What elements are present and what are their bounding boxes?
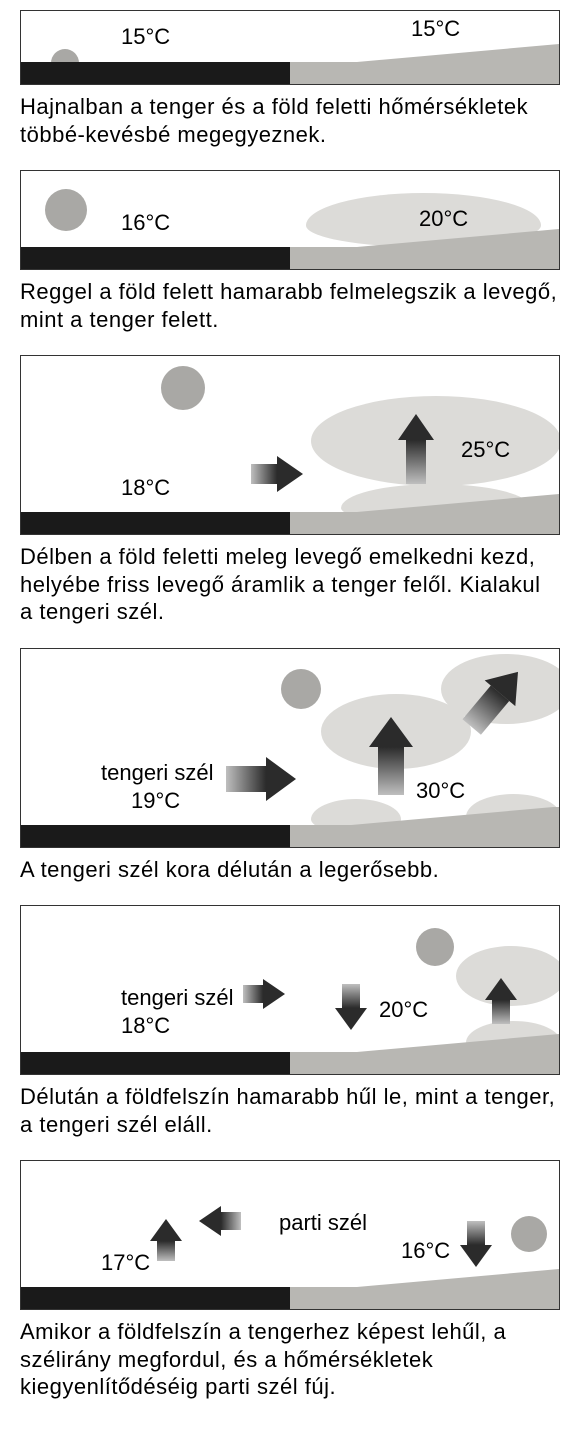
temp-sea: 18°C — [121, 474, 170, 502]
panel-noon: 18°C 25°C Délben a föld feletti meleg le… — [20, 355, 559, 626]
sea — [21, 1052, 290, 1074]
land — [290, 1052, 559, 1074]
temp-land: 16°C — [401, 1237, 450, 1265]
scene: tengeri szél 18°C 20°C — [20, 905, 560, 1075]
sun-icon — [161, 366, 205, 410]
sun-icon — [281, 669, 321, 709]
caption: A tengeri szél kora délután a legerősebb… — [20, 856, 559, 884]
scene: parti szél 17°C 16°C — [20, 1160, 560, 1310]
land — [290, 825, 559, 847]
sea — [21, 1287, 290, 1309]
sun-icon — [45, 189, 87, 231]
panel-dawn: 15°C 15°C Hajnalban a tenger és a föld f… — [20, 10, 559, 148]
temp-land: 20°C — [419, 205, 468, 233]
sun-icon — [416, 928, 454, 966]
scene: tengeri szél 19°C 30°C — [20, 648, 560, 848]
scene: 15°C 15°C — [20, 10, 560, 85]
land — [290, 512, 559, 534]
wind-label: parti szél — [279, 1209, 367, 1237]
sun-icon — [511, 1216, 547, 1252]
panel-late-afternoon: tengeri szél 18°C 20°C Délután a földfel… — [20, 905, 559, 1138]
panel-morning: 16°C 20°C Reggel a föld felett hamarabb … — [20, 170, 559, 333]
caption: Hajnalban a tenger és a föld feletti hőm… — [20, 93, 559, 148]
temp-sea: 16°C — [121, 209, 170, 237]
caption: Délután a földfelszín hamarabb hűl le, m… — [20, 1083, 559, 1138]
temp-sea: 19°C — [131, 787, 180, 815]
caption: Délben a föld feletti meleg levegő emelk… — [20, 543, 559, 626]
temp-land: 25°C — [461, 436, 510, 464]
temp-land: 30°C — [416, 777, 465, 805]
sea — [21, 247, 290, 269]
panel-evening: parti szél 17°C 16°C Amikor a földfelszí… — [20, 1160, 559, 1401]
caption: Amikor a földfelszín a tengerhez képest … — [20, 1318, 559, 1401]
caption: Reggel a föld felett hamarabb felmelegsz… — [20, 278, 559, 333]
sea — [21, 825, 290, 847]
sea — [21, 512, 290, 534]
temp-land: 20°C — [379, 996, 428, 1024]
sea — [21, 62, 290, 84]
temp-sea: 17°C — [101, 1249, 150, 1277]
land — [290, 247, 559, 269]
wind-label: tengeri szél — [121, 984, 234, 1012]
panel-afternoon-peak: tengeri szél 19°C 30°C A tengeri szél ko… — [20, 648, 559, 884]
scene: 18°C 25°C — [20, 355, 560, 535]
wind-label: tengeri szél — [101, 759, 214, 787]
land — [290, 62, 559, 84]
cloud — [311, 396, 560, 486]
scene: 16°C 20°C — [20, 170, 560, 270]
temp-land: 15°C — [411, 15, 460, 43]
temp-sea: 18°C — [121, 1012, 170, 1040]
temp-sea: 15°C — [121, 23, 170, 51]
land — [290, 1287, 559, 1309]
